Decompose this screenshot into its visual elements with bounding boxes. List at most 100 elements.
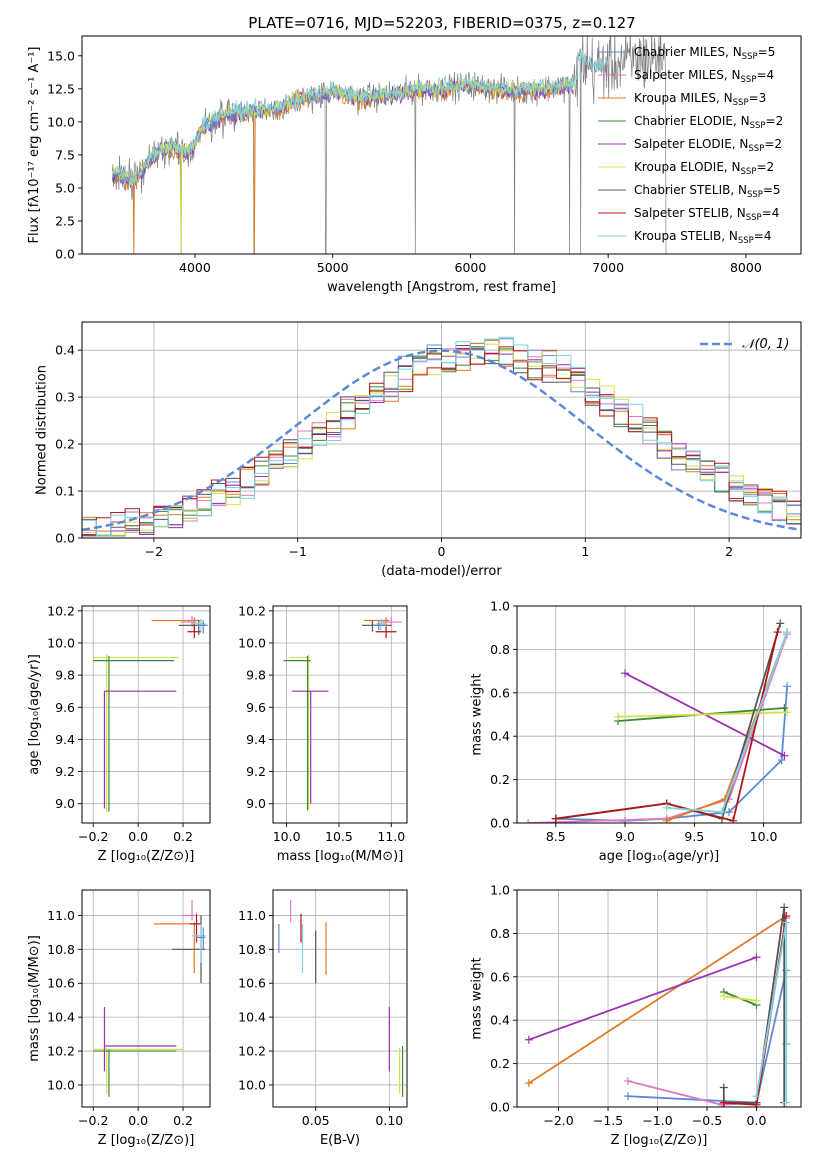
weight-vs-age-panel: 8.5 9.0 9.5 10.0 0.0 0.2 0.4 0.6 0.8 1.0 age [log₁… [470,599,802,864]
errorbar-point [187,623,202,639]
x-tick-label: −1 [288,544,306,559]
spectrum-legend: Chabrier MILES, NSSP=5 Salpeter MILES, NS… [598,45,783,246]
weight-marker [719,1083,728,1092]
weight-marker [623,1076,632,1085]
y-tick-label: 0.8 [490,642,510,657]
normal-reference-curve [82,349,801,532]
y-tick-label: 10.4 [47,1010,75,1025]
y-tick-label: 9.4 [246,732,266,747]
axes-border [516,889,802,1108]
weight-marker [780,903,789,912]
y-tick-label: 10.2 [238,603,266,618]
weight-marker [780,703,789,712]
x-tick-label: 0 [438,544,446,559]
y-tick-label: 0.3 [55,390,75,405]
y-tick-label: 0.4 [490,729,510,744]
axes-border [516,605,802,824]
errorbar-point [372,620,387,631]
weight-marker [718,808,727,817]
y-tick-label: 0.0 [55,531,75,546]
y-tick-label: 11.0 [47,908,75,923]
y-tick-label: 10.0 [47,1077,75,1092]
axes-border [272,605,408,824]
weight-line [555,686,788,822]
y-tick-label: 0.2 [490,772,510,787]
weight-marker [524,1035,533,1044]
y-tick-label: 10.6 [238,976,266,991]
residuals-legend: 𝒩(0, 1) [700,337,789,352]
x-tick-label: 4000 [179,260,211,275]
x-tick-label: −2 [145,544,163,559]
weight-marker [719,992,728,1001]
y-tick-label: 0.6 [490,969,510,984]
y-tick-label: 10.2 [47,1044,75,1059]
weight-line [723,995,757,1002]
axes-frame: −0.2 0.0 0.2 9.0 9.2 9.4 9.6 9.8 10.0 10.2 Z [log₁… [27,603,211,864]
y-axis-label: age [log₁₀(age/yr)] [27,654,42,775]
weight-marker [782,918,791,927]
plot-area [524,619,792,823]
plot-area [524,903,791,1107]
x-tick-label: 5000 [317,260,349,275]
y-tick-label: 9.0 [246,796,266,811]
residual-histogram [82,345,801,537]
weight-line [528,956,757,1041]
legend-label: Kroupa ELODIE, NSSP=2 [634,160,774,177]
axes-frame: 0.05 0.10 10.0 10.2 10.4 10.6 10.8 11.0 E(B-V) [238,889,408,1148]
y-tick-label: 10.0 [47,635,75,650]
x-tick-label: −2.0 [543,1113,573,1128]
age-vs-metallicity-panel: −0.2 0.0 0.2 9.0 9.2 9.4 9.6 9.8 10.0 10.2 Z [log₁… [27,603,211,864]
x-tick-label: −1.0 [642,1113,672,1128]
errorbar-point [93,1047,184,1094]
x-tick-label: −0.2 [78,1113,108,1128]
y-axis-label: Normed distribution [35,365,50,495]
weight-marker [783,708,792,717]
weight-marker [614,712,623,721]
weight-marker [777,756,786,765]
legend-label: Chabrier MILES, NSSP=5 [634,45,775,62]
x-tick-label: 0.2 [173,829,193,844]
weight-marker [776,619,785,628]
y-tick-label: 10.0 [238,1077,266,1092]
y-axis-label: mass [log₁₀(M/M⊙)] [27,935,42,1062]
x-axis-label: age [log₁₀(age/yr)] [599,849,720,864]
y-tick-label: 12.5 [47,81,75,96]
figure-title: PLATE=0716, MJD=52203, FIBERID=0375, z=0… [248,14,635,32]
x-axis-label: wavelength [Angstrom, rest frame] [327,280,556,295]
weight-marker [724,808,733,817]
y-tick-label: 10.2 [47,603,75,618]
weight-marker [729,816,738,823]
errorbar-point [103,1006,177,1072]
spectrum-panel: 4000 5000 6000 7000 8000 0.0 2.5 5.0 7.5 10.0 12.5… [27,35,802,295]
weight-marker [524,819,533,823]
x-tick-label: 7000 [592,260,624,275]
residual-histogram [82,346,801,536]
weight-line [555,631,779,822]
errorbar-point [103,690,177,809]
y-tick-label: 10.8 [47,942,75,957]
errorbar-point [288,654,310,811]
legend-label: 𝒩(0, 1) [742,337,789,352]
x-tick-label: 6000 [455,260,487,275]
x-axis-label: mass [log₁₀(M/M⊙)] [277,849,404,864]
y-tick-label: 9.2 [246,764,266,779]
weight-marker [752,996,761,1005]
errorbar-point [153,922,199,974]
y-tick-label: 9.8 [55,668,75,683]
errorbar-point [291,690,329,804]
x-tick-label: 8.5 [546,829,566,844]
x-tick-label: −1.5 [593,1113,623,1128]
axes-border [81,35,802,255]
y-axis-label: mass weight [470,673,485,755]
legend-label: Kroupa MILES, NSSP=3 [634,91,766,108]
legend-label: Salpeter STELIB, NSSP=4 [634,206,779,223]
x-tick-label: 8000 [730,260,762,275]
y-axis-label: mass weight [470,957,485,1039]
weight-marker [752,1092,761,1101]
y-tick-label: 9.6 [246,700,266,715]
x-tick-label: 9.5 [684,829,704,844]
errorbar-point [196,927,206,950]
errorbar-point [93,654,179,812]
x-axis-label: Z [log₁₀(Z/Z⊙)] [98,849,195,864]
x-axis-label: Z [log₁₀(Z/Z⊙)] [611,1133,708,1148]
